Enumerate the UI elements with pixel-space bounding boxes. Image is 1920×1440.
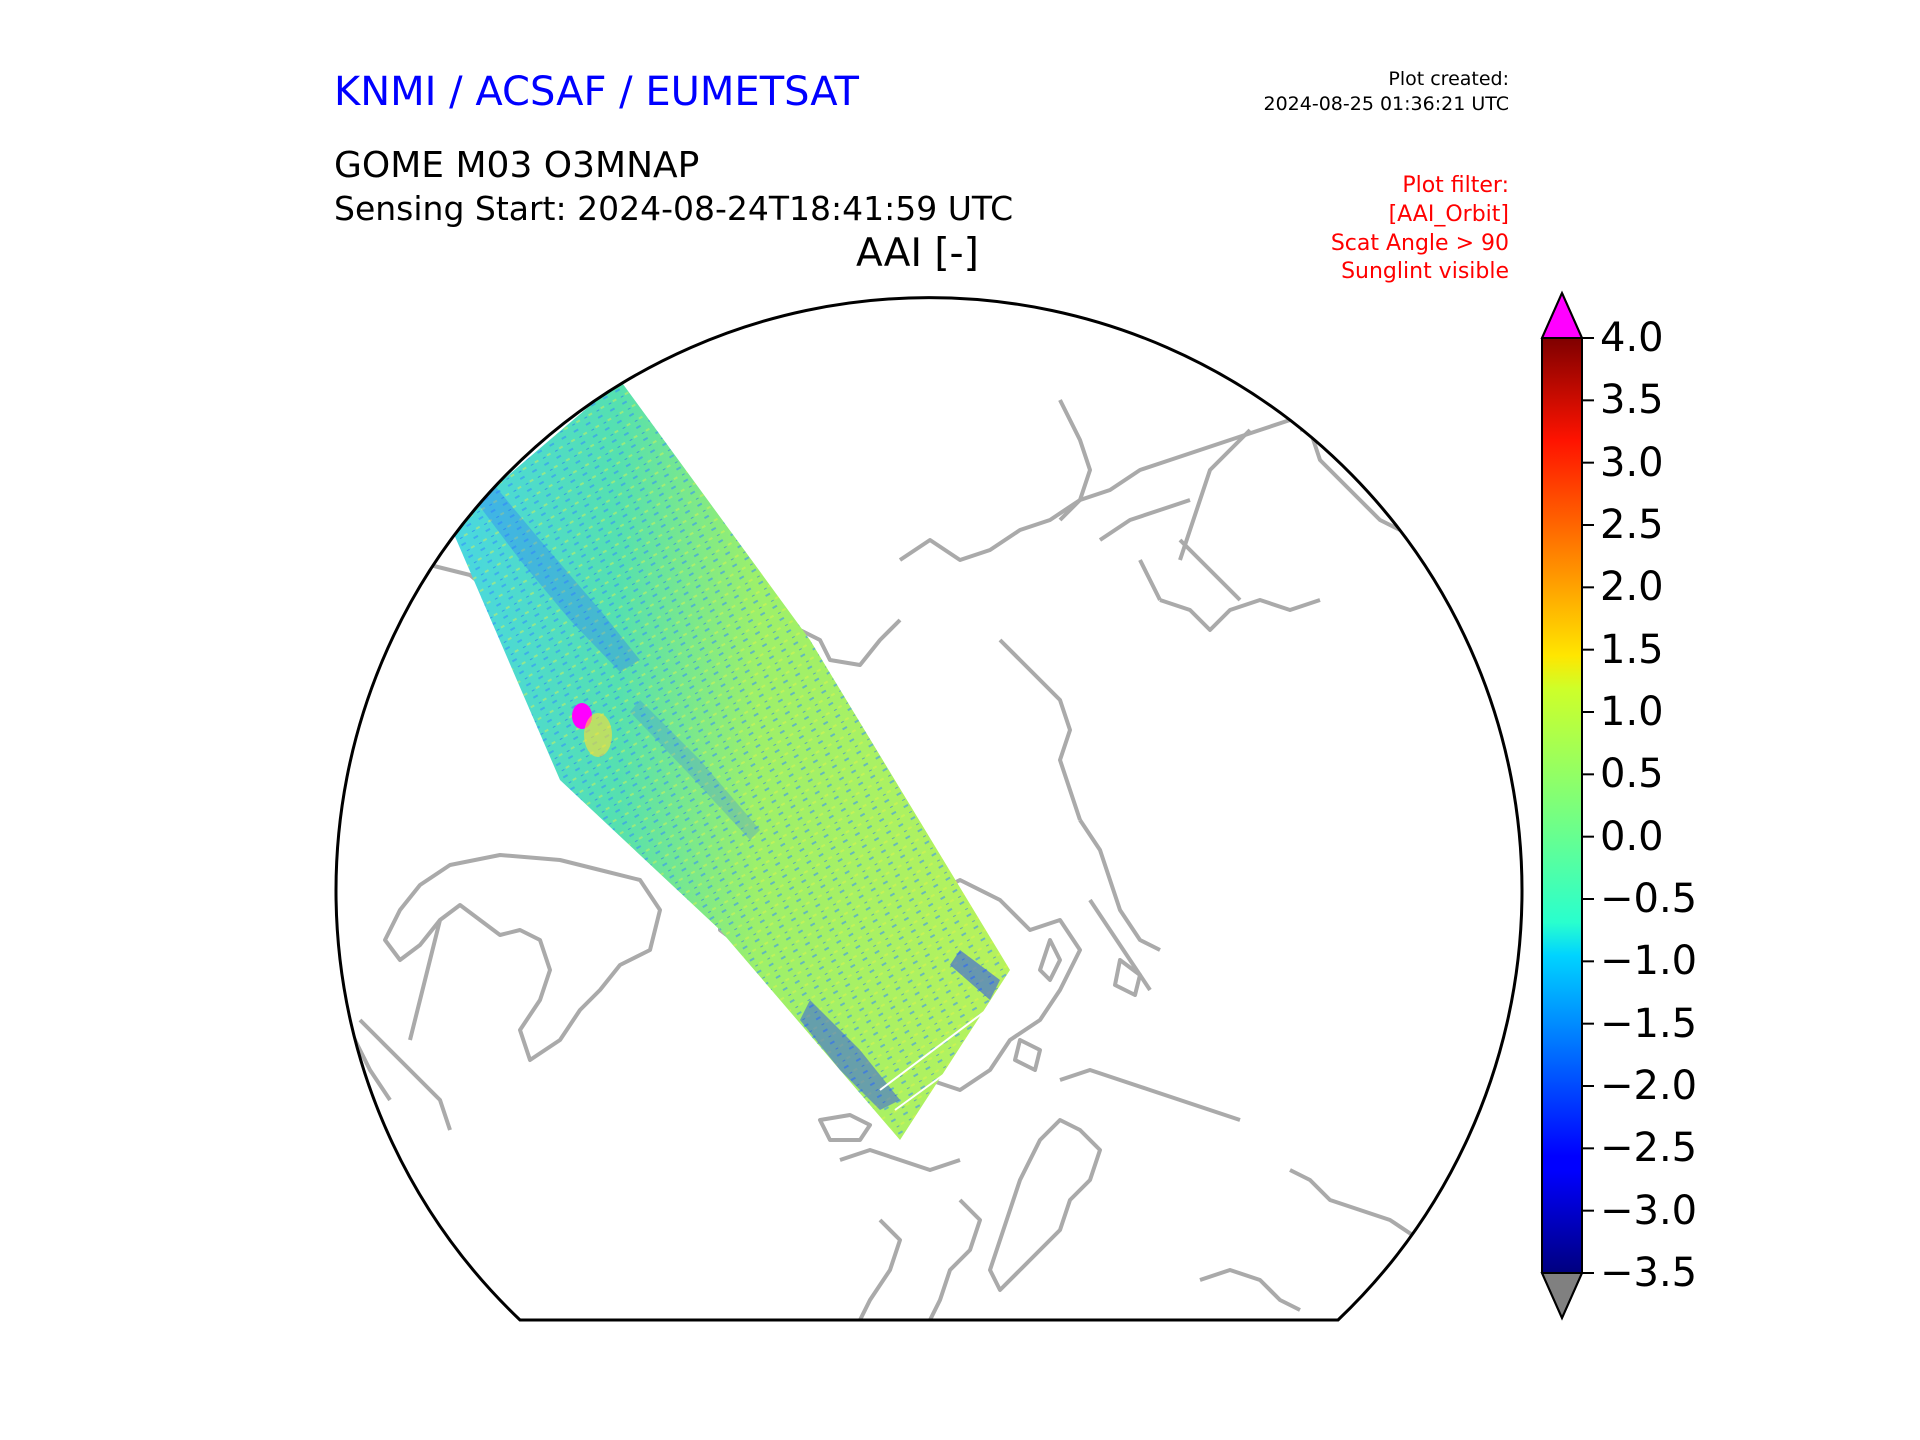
colorbar-ramp <box>1542 338 1582 1273</box>
colorbar-over-triangle <box>1540 290 1584 339</box>
colorbar-under-triangle <box>1540 1272 1584 1321</box>
plot-created-time: 2024-08-25 01:36:21 UTC <box>1263 92 1510 115</box>
filter-line: Sunglint visible <box>1341 259 1509 285</box>
colorbar-tick-label: 4.0 <box>1600 315 1664 361</box>
colorbar-tick-label: −1.0 <box>1600 938 1698 985</box>
plot-created-info: Plot created: 2024-08-25 01:36:21 UTC <box>1264 67 1510 116</box>
colorbar-tick-label: 2.0 <box>1600 564 1664 611</box>
colorbar-tick-label: 0.5 <box>1600 751 1664 798</box>
colorbar-tick-label: −3.5 <box>1600 1250 1698 1296</box>
colorbar-ticks <box>1582 337 1594 1274</box>
organisation-label: KNMI / ACSAF / EUMETSAT <box>334 69 859 115</box>
sensing-start: Sensing Start: 2024-08-24T18:41:59 UTC <box>334 189 1014 228</box>
map-border <box>334 296 1524 1322</box>
filter-line: [AAI_Orbit] <box>1388 201 1509 227</box>
colorbar-tick-label: 1.5 <box>1600 626 1664 673</box>
colorbar-tick-label: −3.0 <box>1600 1187 1698 1234</box>
colorbar-tick-label: 0.0 <box>1600 813 1664 860</box>
colorbar-tick-label: 2.5 <box>1600 502 1664 548</box>
filter-line: Scat Angle > 90 <box>1330 230 1509 256</box>
colorbar-tick-label: −0.5 <box>1600 876 1698 922</box>
map-content <box>348 380 1442 1321</box>
aai-swath <box>450 380 1010 1140</box>
colorbar-tick-label: −2.5 <box>1600 1125 1698 1172</box>
colorbar-tick-label: −2.0 <box>1600 1063 1698 1109</box>
product-name: GOME M03 O3MNAP <box>334 145 700 186</box>
plot-filter-info: Plot filter: [AAI_Orbit] Scat Angle > 90… <box>1331 172 1509 287</box>
plot-title: AAI [-] <box>856 231 979 276</box>
colorbar-tick-label: 3.0 <box>1600 439 1664 486</box>
colorbar-tick-label: 1.0 <box>1600 689 1664 735</box>
colorbar-tick-label: −1.5 <box>1600 1000 1698 1047</box>
filter-line: Plot filter: <box>1402 173 1509 198</box>
plot-created-label: Plot created: <box>1388 68 1509 90</box>
colorbar <box>1540 290 1594 1321</box>
colorbar-tick-label: 3.5 <box>1600 377 1664 424</box>
